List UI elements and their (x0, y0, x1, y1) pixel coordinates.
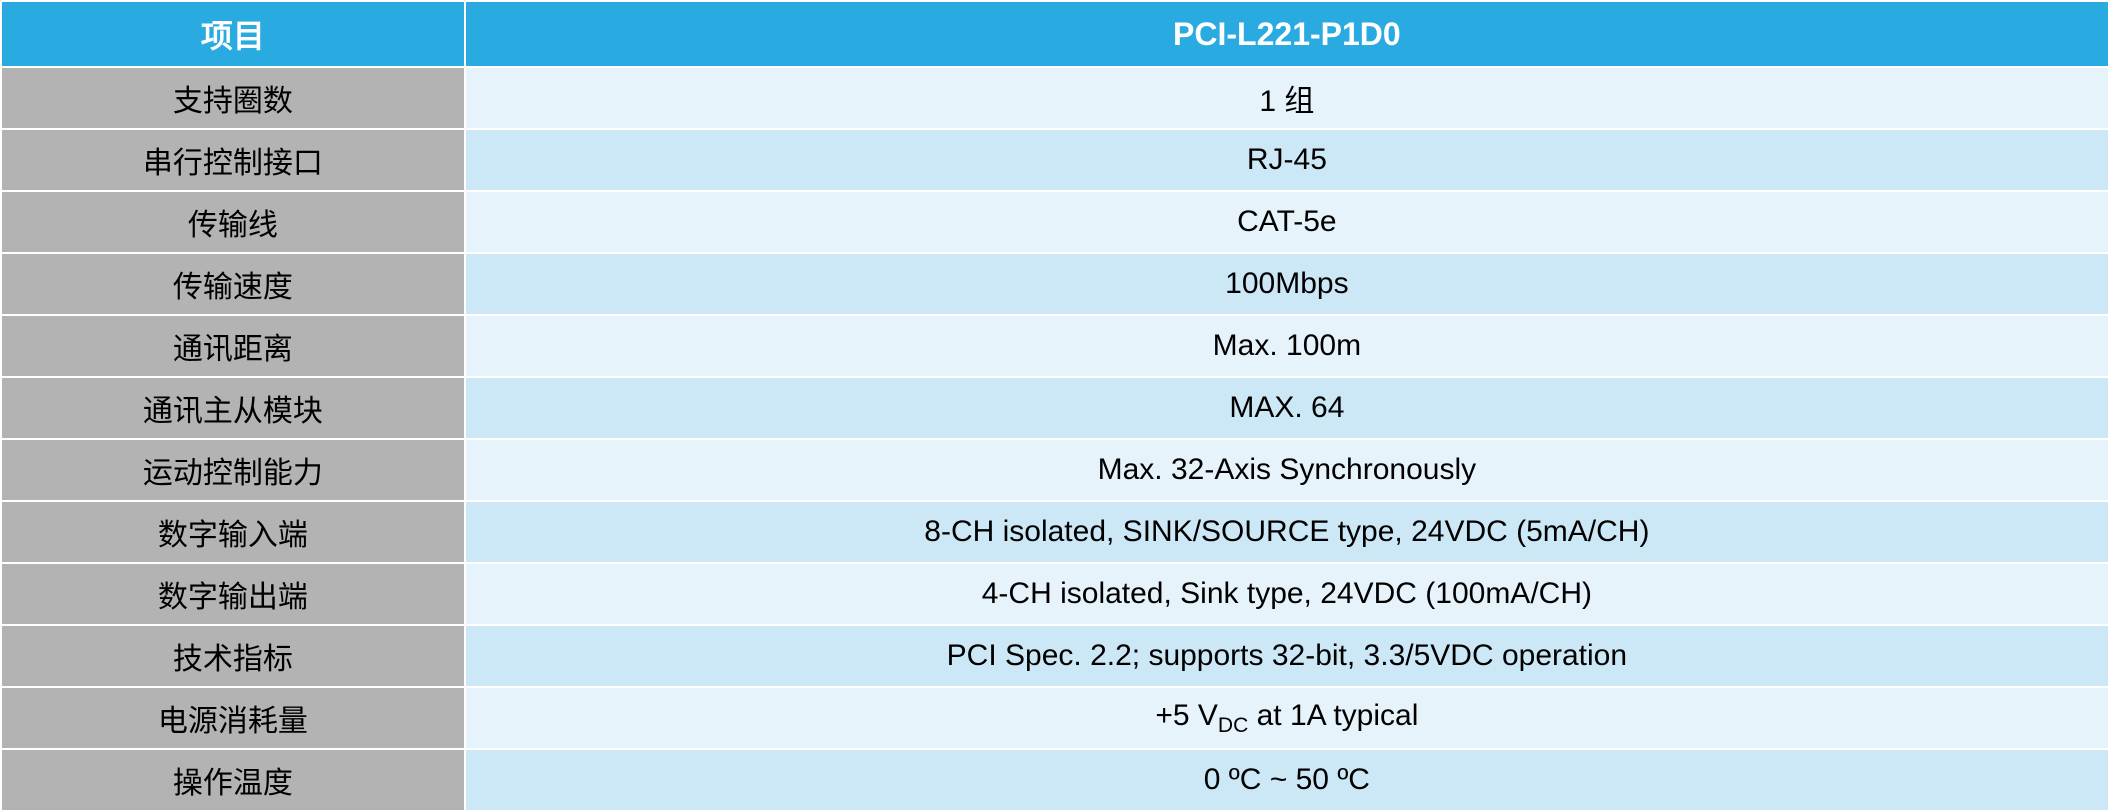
table-row: 技术指标PCI Spec. 2.2; supports 32-bit, 3.3/… (1, 625, 2109, 687)
table-row: 运动控制能力Max. 32-Axis Synchronously (1, 439, 2109, 501)
row-label: 传输线 (1, 191, 465, 253)
row-value: CAT-5e (465, 191, 2109, 253)
row-value: Max. 32-Axis Synchronously (465, 439, 2109, 501)
row-value: MAX. 64 (465, 377, 2109, 439)
table-row: 支持圈数1 组 (1, 67, 2109, 129)
table-row: 电源消耗量+5 VDC at 1A typical (1, 687, 2109, 749)
table-row: 传输速度100Mbps (1, 253, 2109, 315)
header-row: 项目 PCI-L221-P1D0 (1, 1, 2109, 67)
table-row: 串行控制接口RJ-45 (1, 129, 2109, 191)
row-label: 数字输入端 (1, 501, 465, 563)
row-label: 数字输出端 (1, 563, 465, 625)
row-label: 通讯主从模块 (1, 377, 465, 439)
table-row: 数字输入端8-CH isolated, SINK/SOURCE type, 24… (1, 501, 2109, 563)
table-row: 操作温度0 ºC ~ 50 ºC (1, 749, 2109, 811)
table-row: 数字输出端4-CH isolated, Sink type, 24VDC (10… (1, 563, 2109, 625)
row-label: 电源消耗量 (1, 687, 465, 749)
row-label: 技术指标 (1, 625, 465, 687)
row-label: 通讯距离 (1, 315, 465, 377)
row-value: 8-CH isolated, SINK/SOURCE type, 24VDC (… (465, 501, 2109, 563)
table-row: 通讯距离Max. 100m (1, 315, 2109, 377)
row-label: 运动控制能力 (1, 439, 465, 501)
row-value: RJ-45 (465, 129, 2109, 191)
row-label: 传输速度 (1, 253, 465, 315)
row-value: +5 VDC at 1A typical (465, 687, 2109, 749)
row-value: 0 ºC ~ 50 ºC (465, 749, 2109, 811)
spec-table: 项目 PCI-L221-P1D0 支持圈数1 组串行控制接口RJ-45传输线CA… (0, 0, 2110, 812)
row-value: Max. 100m (465, 315, 2109, 377)
row-value: 4-CH isolated, Sink type, 24VDC (100mA/C… (465, 563, 2109, 625)
spec-table-body: 支持圈数1 组串行控制接口RJ-45传输线CAT-5e传输速度100Mbps通讯… (1, 67, 2109, 811)
row-value: 100Mbps (465, 253, 2109, 315)
row-value: 1 组 (465, 67, 2109, 129)
row-label: 支持圈数 (1, 67, 465, 129)
row-label: 操作温度 (1, 749, 465, 811)
header-product: PCI-L221-P1D0 (465, 1, 2109, 67)
table-row: 通讯主从模块MAX. 64 (1, 377, 2109, 439)
row-value: PCI Spec. 2.2; supports 32-bit, 3.3/5VDC… (465, 625, 2109, 687)
header-item: 项目 (1, 1, 465, 67)
table-row: 传输线CAT-5e (1, 191, 2109, 253)
row-label: 串行控制接口 (1, 129, 465, 191)
